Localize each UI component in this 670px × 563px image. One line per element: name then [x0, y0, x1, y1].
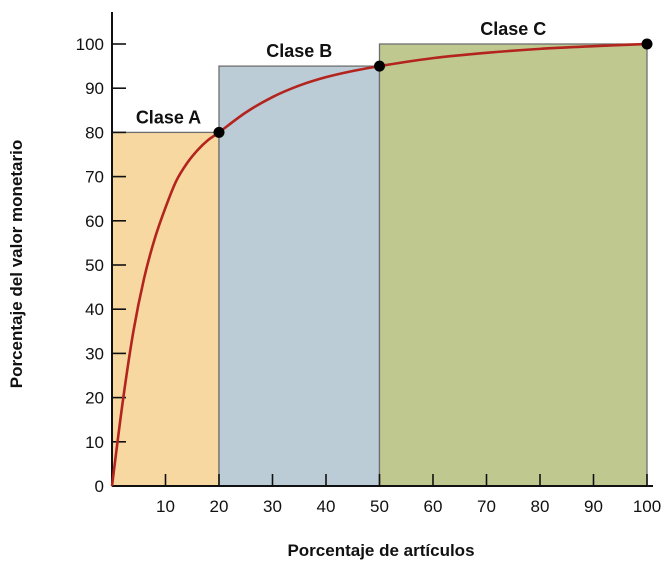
- x-tick-label-80: 80: [531, 497, 550, 516]
- y-tick-label-80: 80: [85, 123, 104, 142]
- y-tick-label-100: 100: [76, 35, 104, 54]
- cumulative-value-curve: [110, 42, 648, 487]
- y-tick-label-50: 50: [85, 256, 104, 275]
- markers: [213, 38, 653, 138]
- x-tick-label-30: 30: [263, 497, 282, 516]
- y-tick-label-20: 20: [85, 389, 104, 408]
- x-tick-label-60: 60: [424, 497, 443, 516]
- x-tick-label-50: 50: [370, 497, 389, 516]
- y-tick-label-10: 10: [85, 433, 104, 452]
- y-tick-label-40: 40: [85, 300, 104, 319]
- x-tick-label-90: 90: [584, 497, 603, 516]
- marker-point-1: [213, 126, 225, 138]
- x-tick-label-100: 100: [633, 497, 661, 516]
- region-label-clase-b: Clase B: [266, 41, 332, 61]
- y-tick-label-30: 30: [85, 344, 104, 363]
- labels: Clase A Clase B Clase C: [136, 19, 546, 127]
- region-clase-c: [378, 43, 648, 487]
- region-clase-a: [111, 131, 220, 487]
- marker-point-2: [374, 60, 385, 72]
- marker-point-3: [641, 38, 653, 50]
- region-label-clase-c: Clase C: [480, 19, 546, 39]
- class-regions: [111, 43, 648, 487]
- y-tick-label-70: 70: [85, 168, 104, 187]
- region-label-clase-a: Clase A: [136, 107, 201, 127]
- axes: [111, 12, 653, 487]
- x-tick-label-40: 40: [317, 497, 336, 516]
- ticks: 0 10 20 30 40 50 60 70 80 90 100 10 20 30 40 50 60 70 80 90…: [76, 35, 662, 516]
- x-tick-label-20: 20: [210, 497, 229, 516]
- x-tick-label-10: 10: [156, 497, 175, 516]
- y-axis-title: Porcentaje del valor monetario: [7, 140, 26, 388]
- region-clase-b: [218, 65, 381, 487]
- curve-layer: [110, 42, 648, 487]
- x-tick-label-70: 70: [477, 497, 496, 516]
- x-axis-title: Porcentaje de artículos: [287, 541, 474, 560]
- y-tick-label-60: 60: [85, 212, 104, 231]
- y-tick-label-90: 90: [85, 79, 104, 98]
- y-tick-label-0: 0: [95, 477, 104, 496]
